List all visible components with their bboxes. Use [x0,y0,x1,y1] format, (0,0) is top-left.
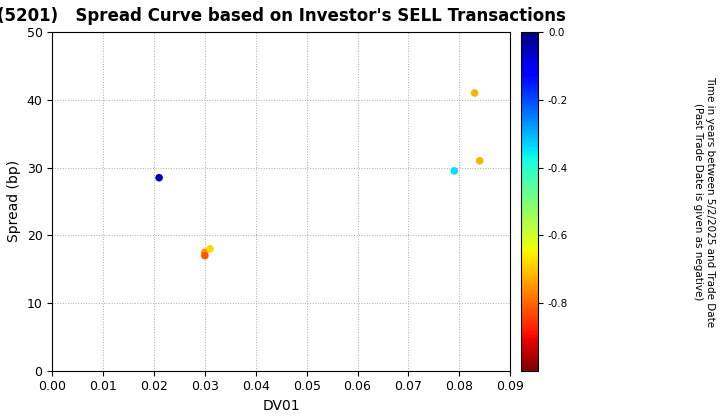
Point [469,89,480,96]
Point [449,168,460,174]
Point [474,158,485,164]
Point [199,249,211,256]
Point [153,174,165,181]
X-axis label: DV01: DV01 [262,399,300,413]
Title: (5201)   Spread Curve based on Investor's SELL Transactions: (5201) Spread Curve based on Investor's … [0,7,566,25]
Y-axis label: Time in years between 5/2/2025 and Trade Date
(Past Trade Date is given as negat: Time in years between 5/2/2025 and Trade… [693,76,715,327]
Point [204,245,216,252]
Point [199,252,211,259]
Y-axis label: Spread (bp): Spread (bp) [7,160,21,242]
